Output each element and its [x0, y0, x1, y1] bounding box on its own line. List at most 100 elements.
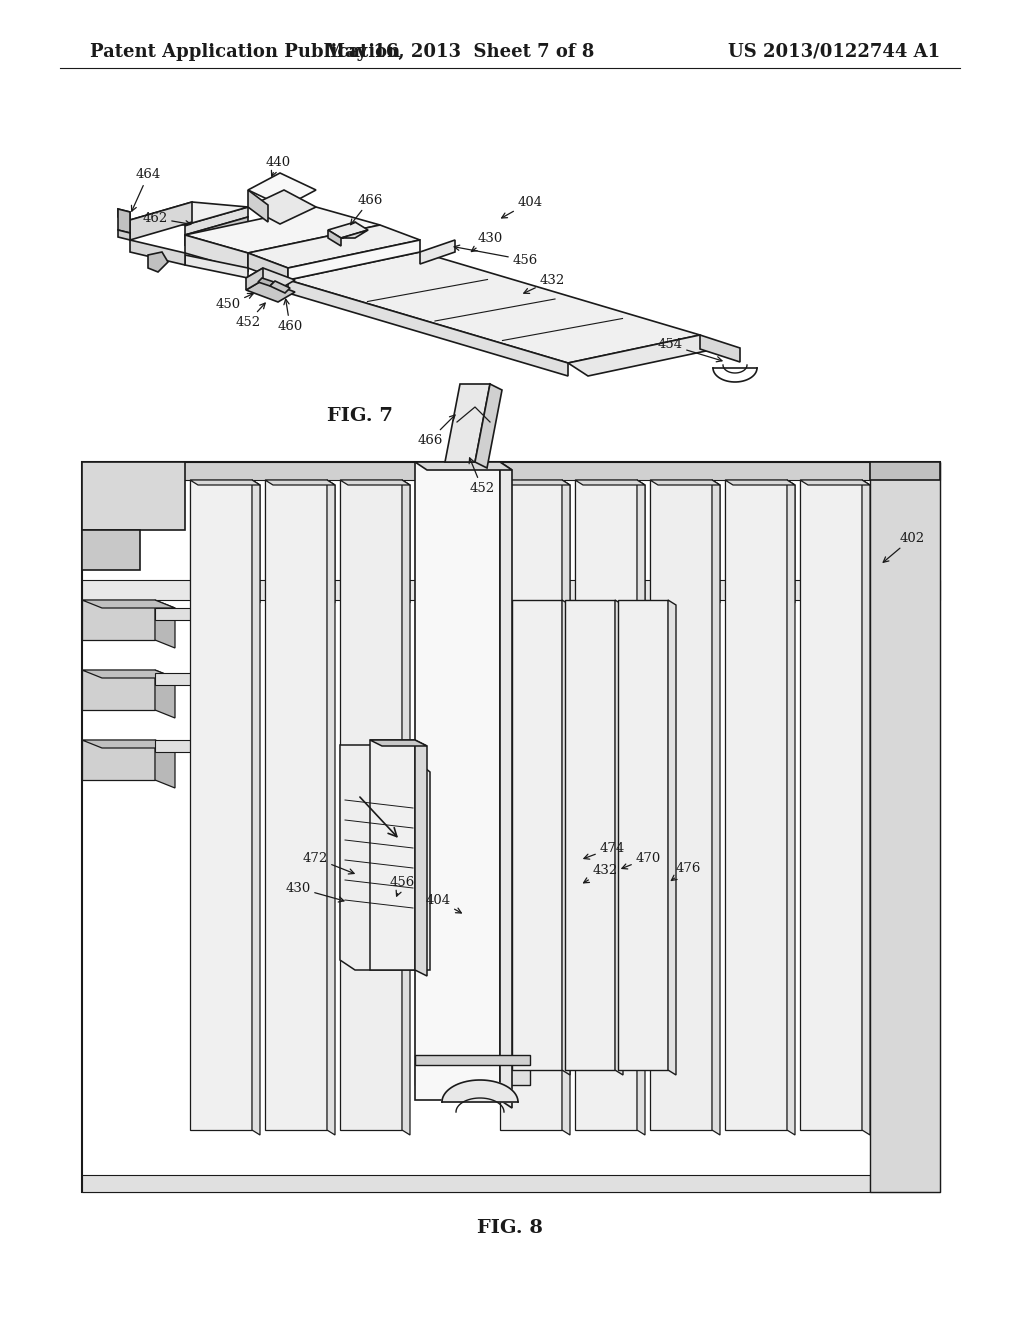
Polygon shape	[568, 335, 720, 376]
Polygon shape	[415, 1065, 530, 1085]
Text: 402: 402	[883, 532, 925, 562]
Text: US 2013/0122744 A1: US 2013/0122744 A1	[728, 44, 940, 61]
Polygon shape	[118, 230, 130, 240]
Polygon shape	[118, 209, 130, 220]
Polygon shape	[130, 202, 193, 240]
Polygon shape	[270, 281, 290, 293]
Polygon shape	[415, 1055, 530, 1065]
Polygon shape	[248, 190, 268, 222]
Polygon shape	[327, 480, 335, 1135]
Polygon shape	[248, 253, 288, 282]
Polygon shape	[445, 384, 490, 462]
Polygon shape	[155, 741, 175, 788]
Text: 466: 466	[350, 194, 383, 224]
Polygon shape	[415, 462, 500, 1100]
Polygon shape	[800, 480, 870, 484]
Polygon shape	[155, 741, 200, 752]
Polygon shape	[185, 255, 248, 279]
Polygon shape	[248, 173, 316, 207]
Polygon shape	[155, 673, 200, 685]
Polygon shape	[475, 384, 502, 469]
Text: 474: 474	[584, 842, 625, 859]
Text: 430: 430	[286, 882, 344, 902]
Polygon shape	[82, 579, 940, 601]
Polygon shape	[130, 202, 248, 224]
Polygon shape	[562, 480, 570, 1135]
Polygon shape	[650, 480, 712, 1130]
Polygon shape	[415, 462, 512, 470]
Polygon shape	[190, 480, 252, 598]
Polygon shape	[246, 280, 295, 302]
Polygon shape	[575, 480, 637, 598]
Polygon shape	[82, 1175, 870, 1192]
Polygon shape	[82, 462, 940, 480]
Text: FIG. 8: FIG. 8	[477, 1218, 543, 1237]
Text: 464: 464	[131, 169, 161, 211]
Text: 460: 460	[278, 300, 303, 333]
Polygon shape	[82, 741, 175, 748]
Polygon shape	[328, 222, 368, 238]
Polygon shape	[787, 480, 795, 1135]
Text: 472: 472	[302, 851, 354, 874]
Polygon shape	[82, 601, 175, 609]
Polygon shape	[265, 480, 335, 484]
Polygon shape	[615, 601, 623, 1074]
Text: 466: 466	[418, 414, 455, 446]
Text: 404: 404	[502, 195, 543, 218]
Polygon shape	[118, 209, 130, 234]
Text: 452: 452	[469, 458, 495, 495]
Polygon shape	[265, 480, 327, 1130]
Text: 450: 450	[215, 293, 253, 312]
Polygon shape	[637, 480, 645, 603]
Polygon shape	[340, 480, 410, 484]
Polygon shape	[800, 480, 862, 1130]
Text: 476: 476	[672, 862, 700, 880]
Polygon shape	[82, 601, 155, 640]
Text: 452: 452	[236, 304, 265, 329]
Polygon shape	[248, 190, 316, 224]
Bar	[82, 462, 940, 1192]
Polygon shape	[862, 480, 870, 1135]
Polygon shape	[265, 480, 327, 598]
Text: Patent Application Publication: Patent Application Publication	[90, 44, 400, 61]
Polygon shape	[155, 601, 175, 648]
Polygon shape	[500, 462, 512, 1107]
Polygon shape	[327, 480, 335, 603]
Polygon shape	[725, 480, 787, 1130]
Polygon shape	[248, 224, 420, 268]
Polygon shape	[402, 480, 410, 1135]
Text: 440: 440	[265, 156, 291, 176]
Text: FIG. 7: FIG. 7	[327, 407, 393, 425]
Polygon shape	[185, 235, 248, 271]
Polygon shape	[712, 480, 720, 1135]
Polygon shape	[82, 671, 155, 710]
Polygon shape	[258, 279, 274, 286]
Polygon shape	[246, 268, 263, 290]
Polygon shape	[340, 480, 402, 1130]
Polygon shape	[148, 252, 168, 272]
Text: 456: 456	[454, 246, 538, 267]
Polygon shape	[155, 609, 200, 620]
Polygon shape	[500, 480, 570, 484]
Text: 430: 430	[471, 231, 503, 252]
Text: 432: 432	[584, 863, 617, 883]
Text: 462: 462	[142, 211, 190, 226]
Polygon shape	[870, 462, 940, 1192]
Text: May 16, 2013  Sheet 7 of 8: May 16, 2013 Sheet 7 of 8	[326, 44, 595, 61]
Polygon shape	[402, 480, 410, 603]
Polygon shape	[190, 480, 260, 484]
Polygon shape	[500, 480, 562, 1130]
Polygon shape	[340, 480, 402, 598]
Polygon shape	[252, 480, 260, 1135]
Polygon shape	[288, 240, 420, 280]
Polygon shape	[130, 240, 185, 265]
Polygon shape	[415, 741, 427, 975]
Polygon shape	[442, 1080, 518, 1102]
Polygon shape	[185, 216, 248, 246]
Polygon shape	[668, 601, 676, 1074]
Polygon shape	[500, 480, 562, 598]
Text: 454: 454	[657, 338, 722, 362]
Polygon shape	[328, 230, 341, 246]
Polygon shape	[862, 480, 870, 603]
Polygon shape	[288, 280, 568, 376]
